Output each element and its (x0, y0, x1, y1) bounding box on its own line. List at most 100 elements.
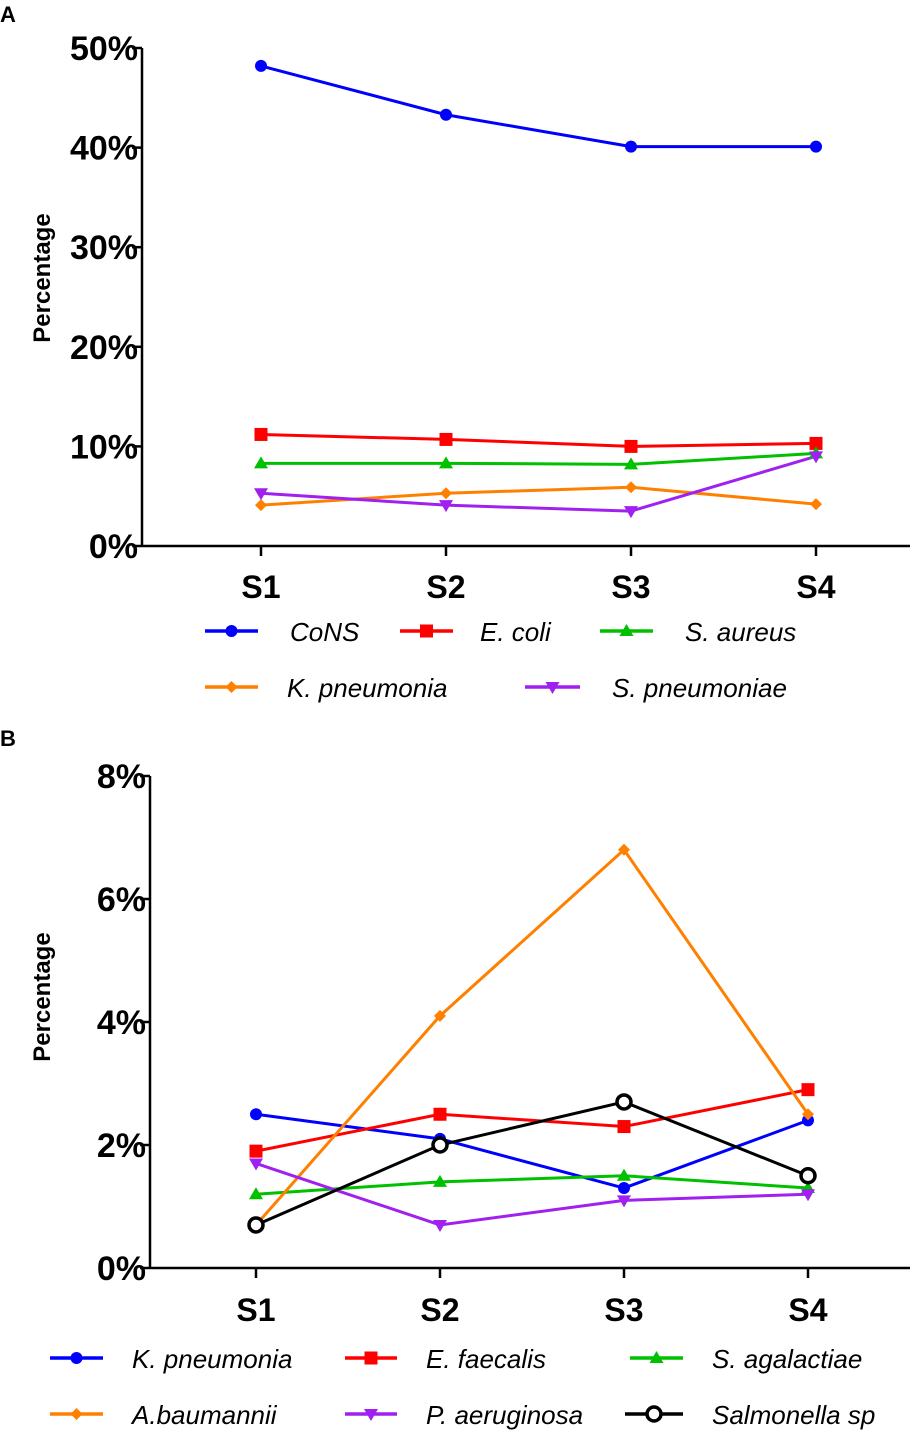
legend-label: CoNS (290, 617, 360, 647)
legend-marker (645, 1405, 663, 1423)
panel-a-legend-item-e-coli: E. coli (400, 617, 552, 647)
panel-b-y-tick-label: 6% (97, 881, 146, 919)
panel-a-x-tick-label: S2 (426, 569, 465, 605)
panel-b-point-s-agalactiae (433, 1174, 447, 1187)
panel-a-point-s-aureus (624, 457, 638, 470)
panel-b-series-line-p-aeruginosa (255, 1162, 809, 1227)
panel-a-point-s-pneumoniae (624, 506, 638, 519)
legend-marker (225, 625, 238, 637)
panel-b-y-axis-title: Percentage (29, 932, 56, 1061)
panel-a-point-s-aureus (254, 456, 268, 469)
panel-a-x-tick-label: S1 (241, 569, 280, 605)
panel-b-x-tick-label: S1 (236, 1292, 275, 1328)
panel-a-point-cons (255, 59, 267, 72)
panel-a-plot: 0% 10% 20% 30% 40% 50% S1 S2 S3 S4 (70, 30, 910, 605)
panel-b-point-p-aeruginosa (801, 1189, 815, 1202)
panel-b-legend: K. pneumonia E. faecalis S. agalactiae A.ba… (50, 1344, 875, 1430)
panel-b-y-tick-label: 8% (97, 758, 146, 796)
legend-label: Salmonella sp (712, 1400, 875, 1430)
panel-a-y-tick-label: 20% (70, 329, 138, 367)
legend-label: S. agalactiae (712, 1344, 862, 1374)
panel-b-legend-item-a-baumannii: A.baumannii (50, 1400, 278, 1430)
panel-a-point-k-pneumonia (255, 499, 267, 512)
panel-b-point-e-faecalis (433, 1107, 447, 1121)
panel-a-point-s-pneumoniae (439, 500, 453, 513)
panel-a-legend-item-s-pneumoniae: S. pneumoniae (525, 673, 787, 703)
legend-marker (420, 624, 433, 638)
panel-b-point-s-agalactiae (617, 1168, 631, 1181)
panel-a-point-e-coli (809, 436, 823, 450)
panel-a-legend: CoNS E. coli S. aureus K. pneumonia S. pneum… (205, 617, 796, 703)
panel-b-y-tick-label: 2% (97, 1127, 146, 1165)
panel-a-point-k-pneumonia (440, 487, 452, 500)
legend-marker (70, 1408, 83, 1420)
panel-a-series-line-cons (260, 64, 816, 149)
legend-label: E. faecalis (426, 1344, 546, 1374)
panel-a-y-axis-title: Percentage (29, 213, 56, 342)
legend-marker (619, 624, 634, 636)
panel-b-legend-item-e-faecalis: E. faecalis (345, 1344, 546, 1374)
panel-a-series-line-e-coli (260, 432, 817, 448)
legend-marker (364, 1351, 378, 1365)
panel-b-legend-item-p-aeruginosa: P. aeruginosa (345, 1400, 583, 1430)
panel-b-series-line-s-agalactiae (255, 1174, 809, 1196)
panel-a-series-line-s-pneumoniae (260, 454, 817, 513)
panel-b-legend-item-s-agalactiae: S. agalactiae (630, 1344, 862, 1374)
legend-label: S. aureus (685, 617, 796, 647)
panel-a-point-s-pneumoniae (809, 451, 823, 464)
panel-b-point-a-baumannii (434, 1009, 446, 1022)
panel-b-point-p-aeruginosa (249, 1158, 263, 1171)
panel-b-point-e-faecalis (249, 1144, 263, 1158)
legend-label: P. aeruginosa (426, 1400, 583, 1430)
panel-a: A Percentage 0% 10% 20% 30% 40% 50% S1 S2 S3 S4 C… (0, 2, 910, 703)
panel-b-y-tick-label: 4% (97, 1004, 146, 1042)
panel-b-point-e-faecalis (617, 1120, 631, 1134)
panel-b-point-salmonella-sp (799, 1167, 817, 1185)
legend-label: E. coli (480, 617, 552, 647)
panel-b-point-s-agalactiae (249, 1187, 263, 1200)
panel-b-point-salmonella-sp (247, 1216, 265, 1234)
panel-a-point-cons (625, 140, 637, 153)
panel-a-y-tick-label: 50% (70, 30, 138, 68)
panel-b-point-k-pneumonia (802, 1114, 814, 1127)
panel-a-y-tick-label: 10% (70, 428, 138, 466)
panel-b-point-p-aeruginosa (433, 1219, 447, 1232)
legend-marker (70, 1352, 83, 1364)
panel-b-point-salmonella-sp (431, 1136, 449, 1154)
panel-a-y-tick-label: 0% (89, 528, 138, 566)
panel-a-point-cons (810, 140, 822, 153)
panel-a-x-tick-label: S3 (611, 569, 650, 605)
panel-b-point-k-pneumonia (618, 1182, 630, 1195)
panel-a-point-cons (440, 108, 452, 121)
panel-a-point-k-pneumonia (810, 498, 822, 511)
panel-b-series-line-salmonella-sp (255, 1100, 809, 1227)
panel-a-series-line-s-aureus (261, 451, 817, 466)
panel-a-legend-item-s-aureus: S. aureus (600, 617, 796, 647)
panel-a-legend-item-cons: CoNS (205, 617, 360, 647)
panel-b-point-p-aeruginosa (617, 1195, 631, 1208)
panel-b-point-a-baumannii (802, 1108, 814, 1121)
panel-a-legend-item-k-pneumonia: K. pneumonia (205, 673, 447, 703)
panel-b-series-line-k-pneumonia (255, 1112, 809, 1190)
panel-a-point-e-coli (254, 427, 268, 441)
panel-a-point-s-aureus (439, 456, 453, 469)
panel-a-y-tick-label: 40% (70, 130, 138, 168)
legend-label: K. pneumonia (132, 1344, 292, 1374)
panel-a-point-e-coli (624, 439, 638, 453)
panel-b-x-tick-label: S2 (420, 1292, 459, 1328)
panel-a-point-k-pneumonia (625, 481, 637, 494)
panel-a-y-tick-label: 30% (70, 229, 138, 267)
panel-a-point-s-pneumoniae (254, 488, 268, 501)
legend-label: A.baumannii (130, 1400, 278, 1430)
panel-b-point-k-pneumonia (250, 1108, 262, 1121)
panel-b-point-e-faecalis (801, 1083, 815, 1097)
legend-marker (649, 1351, 664, 1363)
panel-b-x-tick-label: S4 (788, 1292, 827, 1328)
panel-b-series-line-e-faecalis (255, 1088, 809, 1153)
panel-b-point-salmonella-sp (615, 1093, 633, 1111)
panel-b-legend-item-k-pneumonia: K. pneumonia (50, 1344, 292, 1374)
legend-marker (225, 681, 238, 693)
legend-label: K. pneumonia (287, 673, 447, 703)
legend-marker (545, 682, 560, 694)
panel-b-series-line-a-baumannii (254, 847, 810, 1226)
